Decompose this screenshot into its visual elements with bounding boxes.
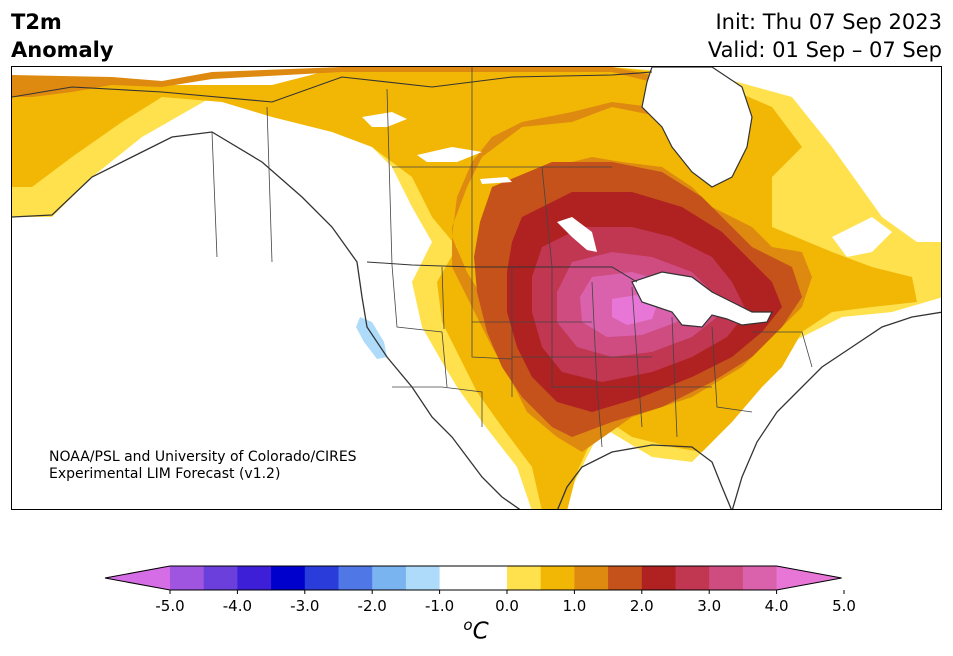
colorbar-swatch <box>372 566 407 590</box>
great-lakes <box>631 271 773 328</box>
hudson-bay <box>641 67 753 188</box>
arctic-coastline <box>12 71 653 103</box>
valid-period: Valid: 01 Sep – 07 Sep <box>707 38 942 62</box>
init-date: Init: Thu 07 Sep 2023 <box>715 10 942 34</box>
anomaly-band-minus-1.5 <box>356 317 387 359</box>
title-line-quantity: Anomaly <box>11 38 114 62</box>
colorbar-tick-label: 1.0 <box>562 597 587 615</box>
credit-text: NOAA/PSL and University of Colorado/CIRE… <box>49 449 357 483</box>
colorbar-tick-label: 2.0 <box>629 597 654 615</box>
colorbar-extend-high <box>776 566 842 590</box>
colorbar-swatch <box>675 566 710 590</box>
great-bear-lake <box>362 112 407 127</box>
colorbar-extend-low <box>105 566 170 590</box>
colorbar-swatch <box>237 566 272 590</box>
colorbar-swatch <box>574 566 609 590</box>
gulf-coastline <box>557 444 732 509</box>
title-line-variable: T2m <box>11 10 62 34</box>
colorbar-tick-label: 5.0 <box>832 597 856 615</box>
colorbar-swatch <box>271 566 306 590</box>
colorbar-tick-label: -3.0 <box>290 597 320 615</box>
lake-athabasca <box>480 177 512 184</box>
colorbar-tick-label: -2.0 <box>357 597 387 615</box>
unit-letter: C <box>472 618 489 645</box>
pacific-coastline <box>12 131 521 509</box>
colorbar-swatch <box>507 566 542 590</box>
province-borders <box>211 67 612 268</box>
colorbar-tick-label: -1.0 <box>424 597 455 615</box>
state-borders <box>391 264 813 448</box>
gulf-of-st-lawrence <box>832 217 892 257</box>
colorbar-swatch <box>473 566 508 590</box>
colorbar-unit: oC <box>463 616 488 645</box>
colorbar-tick-label: -4.0 <box>222 597 253 615</box>
map-title: T2m Anomaly <box>11 8 114 64</box>
colorbar-tick-label: 0.0 <box>495 597 519 615</box>
lake-winnipeg <box>557 217 597 252</box>
colorbar-svg <box>104 565 845 594</box>
colorbar-swatch <box>709 566 744 590</box>
anomaly-map <box>11 66 942 510</box>
colorbar-swatch <box>304 566 339 590</box>
colorbar-swatch <box>203 566 238 590</box>
colorbar-swatch <box>170 566 205 590</box>
credit-line-2: Experimental LIM Forecast (v1.2) <box>49 466 281 482</box>
colorbar-swatch <box>439 566 474 590</box>
colorbar-swatch <box>742 566 778 590</box>
colorbar-swatch <box>608 566 643 590</box>
colorbar-tick-label: 3.0 <box>697 597 722 615</box>
colorbar-swatch <box>405 566 441 590</box>
colorbar-swatch <box>338 566 373 590</box>
map-dates: Init: Thu 07 Sep 2023 Valid: 01 Sep – 07… <box>708 8 942 64</box>
great-slave-lake <box>417 147 482 162</box>
atlantic-coastline <box>731 311 941 509</box>
credit-line-1: NOAA/PSL and University of Colorado/CIRE… <box>49 449 357 465</box>
unit-prefix: o <box>463 616 473 634</box>
anomaly-map-svg <box>12 67 941 509</box>
colorbar-swatch <box>641 566 676 590</box>
colorbar-swatch <box>540 566 575 590</box>
colorbar <box>104 564 850 598</box>
colorbar-tick-label: 4.0 <box>764 597 789 615</box>
colorbar-tick-label: -5.0 <box>155 597 185 615</box>
